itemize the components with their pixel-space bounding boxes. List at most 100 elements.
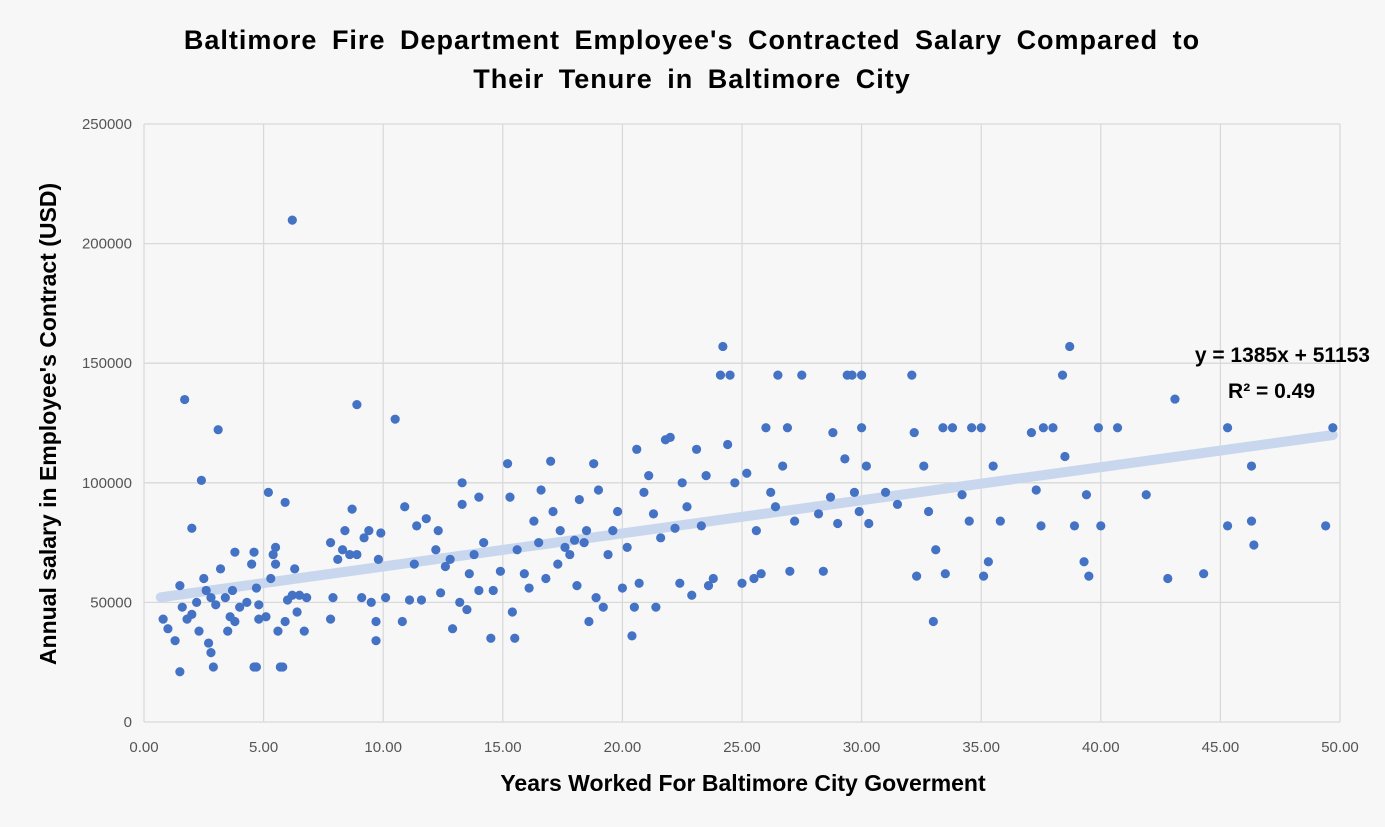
data-point — [931, 545, 941, 555]
x-tick-label: 50.00 — [1321, 739, 1359, 756]
data-point — [213, 425, 223, 435]
data-point — [325, 538, 336, 548]
data-point — [199, 573, 209, 584]
grid-lines — [143, 123, 1341, 723]
data-point — [192, 597, 202, 608]
data-point — [1048, 423, 1058, 433]
data-point — [299, 626, 309, 636]
data-point — [773, 370, 783, 380]
data-point — [957, 490, 967, 500]
data-point — [505, 492, 515, 502]
data-point — [524, 583, 534, 593]
data-point — [591, 593, 601, 603]
data-point — [1199, 569, 1209, 579]
data-point — [287, 590, 297, 600]
data-point — [194, 626, 204, 636]
data-point — [857, 370, 867, 380]
x-tick-label: 15.00 — [484, 739, 522, 756]
data-point — [1246, 461, 1257, 471]
data-point — [751, 526, 761, 536]
data-point — [177, 602, 187, 612]
data-point — [940, 569, 950, 579]
data-point — [579, 538, 589, 548]
data-point — [813, 509, 824, 519]
data-point — [919, 461, 929, 471]
data-point — [196, 475, 207, 486]
data-point — [488, 585, 498, 596]
data-point — [474, 492, 484, 502]
data-point — [761, 423, 771, 433]
data-point — [670, 523, 680, 533]
data-point — [725, 370, 735, 380]
data-point — [462, 604, 472, 615]
data-point — [251, 583, 262, 593]
x-tick-label: 5.00 — [249, 739, 278, 756]
data-point — [457, 478, 467, 488]
data-point — [333, 554, 343, 564]
data-point — [589, 459, 599, 469]
chart-title-line-2: Their Tenure in Baltimore City — [473, 64, 911, 94]
data-point — [632, 444, 642, 454]
x-tick-label: 35.00 — [962, 739, 1000, 756]
data-point — [639, 487, 649, 497]
data-point — [400, 502, 410, 512]
data-point — [486, 633, 496, 643]
data-point — [230, 547, 240, 557]
data-point — [280, 497, 290, 508]
data-point — [529, 516, 539, 526]
data-point — [1036, 521, 1046, 531]
data-point — [247, 559, 257, 569]
data-point — [251, 662, 262, 672]
data-point — [208, 662, 218, 672]
data-point — [235, 602, 245, 612]
data-point — [598, 602, 608, 612]
trendline — [155, 429, 1338, 603]
data-point — [947, 423, 958, 433]
data-point — [380, 593, 391, 603]
data-point — [857, 423, 867, 433]
data-point — [261, 612, 271, 622]
data-point — [629, 602, 639, 612]
data-point — [854, 506, 864, 517]
data-point — [263, 487, 273, 497]
data-point — [988, 461, 998, 471]
data-point — [180, 394, 190, 405]
data-point — [651, 602, 661, 612]
data-point — [907, 370, 917, 380]
data-point — [691, 444, 702, 454]
data-point — [436, 588, 446, 598]
data-point — [1031, 485, 1041, 495]
data-point — [1328, 423, 1338, 433]
data-point — [325, 614, 336, 624]
data-point — [737, 578, 747, 588]
data-point — [328, 593, 338, 603]
data-point — [270, 559, 281, 569]
data-point — [818, 566, 828, 576]
data-point — [983, 557, 993, 567]
data-point — [608, 526, 618, 536]
data-point — [170, 636, 180, 646]
trendline-r-squared: R² = 0.49 — [1228, 380, 1315, 403]
data-point — [206, 648, 216, 658]
chart-title-line-1: Baltimore Fire Department Employee's Con… — [184, 25, 1200, 55]
data-point — [627, 631, 637, 641]
tick-labels: 0 50000 100000 150000 200000 250000 0.00 5.00 10… — [82, 116, 1359, 756]
data-point — [1038, 423, 1048, 433]
data-point — [1026, 427, 1037, 438]
data-point — [648, 509, 659, 519]
data-point — [1065, 341, 1075, 352]
data-point — [495, 566, 506, 576]
data-point — [1163, 573, 1173, 584]
data-point — [203, 638, 214, 648]
data-point — [696, 521, 706, 531]
data-point — [1084, 571, 1094, 581]
data-point — [574, 494, 584, 505]
data-point — [964, 516, 974, 526]
data-point — [1222, 423, 1233, 433]
data-point — [880, 487, 891, 497]
y-tick-label: 0 — [124, 714, 132, 731]
data-point — [357, 593, 367, 603]
data-point — [345, 549, 355, 560]
